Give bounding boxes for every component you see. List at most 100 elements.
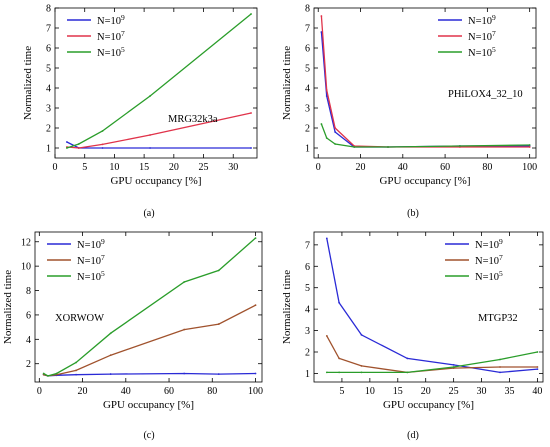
series-line-2 — [320, 123, 530, 148]
y-tick-label: 5 — [305, 64, 310, 75]
x-tick-label: 40 — [398, 162, 408, 173]
x-tick-label: 30 — [228, 162, 238, 173]
data-point — [536, 366, 539, 368]
data-point — [325, 137, 328, 139]
data-point — [77, 147, 80, 149]
legend-label: N=107 — [468, 29, 496, 43]
x-tick-label: 0 — [37, 386, 42, 397]
data-point — [217, 373, 220, 375]
data-point — [499, 371, 501, 374]
chart-panel-2: 0 20 40 60 80 100 2 4 6 8 10 12 GPU occupancy [%] Nor… — [2, 231, 263, 441]
data-point — [406, 357, 409, 360]
x-tick-label: 40 — [532, 386, 542, 397]
data-point — [250, 147, 252, 149]
data-point — [353, 146, 356, 148]
data-point — [320, 15, 323, 17]
data-point — [101, 147, 104, 149]
data-point — [101, 130, 104, 132]
x-tick-label: 40 — [121, 386, 131, 397]
x-axis-label: GPU occupancy [%] — [103, 399, 194, 411]
data-point — [499, 358, 501, 361]
data-point — [325, 371, 328, 374]
data-point — [325, 95, 328, 97]
data-point — [325, 335, 328, 337]
data-point — [360, 333, 363, 336]
series-line-1 — [326, 335, 538, 374]
y-tick-label: 1 — [46, 144, 51, 155]
data-point — [334, 131, 337, 133]
legend-label: N=105 — [97, 45, 125, 59]
chart-panel-0: 0 5 10 15 20 25 30 1 2 3 4 5 6 7 8 GPU occupancy [%] Nor… — [22, 4, 258, 219]
legend-label: N=109 — [97, 13, 125, 27]
data-point — [217, 323, 220, 325]
y-tick-label: 7 — [305, 240, 310, 251]
y-tick-label: 6 — [26, 310, 31, 321]
x-tick-label: 80 — [482, 162, 492, 173]
x-tick-label: 100 — [522, 162, 537, 173]
x-tick-label: 20 — [421, 386, 431, 397]
y-tick-label: 6 — [46, 44, 51, 55]
plot-frame — [54, 7, 258, 159]
y-axis-label: Normalized time — [281, 270, 293, 344]
x-tick-label: 15 — [139, 162, 149, 173]
series-line-1 — [320, 15, 530, 148]
panel-caption: (a) — [143, 208, 154, 219]
x-tick-label: 30 — [477, 386, 487, 397]
data-point — [320, 123, 323, 125]
y-tick-label: 2 — [305, 124, 310, 135]
plot-frame — [313, 231, 544, 383]
series-line-2 — [43, 237, 256, 377]
y-tick-label: 5 — [305, 283, 310, 294]
legend-label: N=107 — [97, 29, 125, 43]
data-point — [109, 373, 112, 375]
x-tick-label: 5 — [82, 162, 87, 173]
y-tick-label: 3 — [46, 104, 51, 115]
y-tick-label: 1 — [305, 369, 310, 380]
data-point — [325, 237, 328, 240]
panel-caption: (c) — [143, 430, 154, 441]
x-axis-label: GPU occupancy [%] — [383, 399, 474, 411]
data-point — [254, 304, 257, 307]
panel-caption: (d) — [407, 430, 419, 441]
data-point — [149, 134, 151, 136]
data-point — [149, 95, 151, 97]
data-point — [149, 147, 151, 149]
x-tick-label: 60 — [440, 162, 450, 173]
y-tick-label: 7 — [46, 24, 51, 35]
panel-caption: (b) — [407, 208, 419, 219]
chart-annotation: PHiLOX4_32_10 — [448, 89, 523, 100]
data-point — [254, 372, 257, 375]
x-axis-label: GPU occupancy [%] — [110, 175, 201, 187]
series-line-2 — [66, 13, 252, 149]
x-tick-label: 35 — [504, 386, 514, 397]
data-point — [75, 361, 77, 364]
data-point — [183, 281, 186, 283]
data-point — [360, 371, 363, 374]
series-line-0 — [326, 238, 538, 374]
data-point — [47, 375, 49, 377]
data-point — [325, 89, 328, 91]
y-tick-label: 2 — [46, 124, 51, 135]
y-tick-label: 12 — [21, 237, 31, 248]
chart-annotation: MTGP32 — [478, 313, 518, 324]
data-point — [109, 354, 112, 357]
data-point — [254, 237, 257, 239]
y-tick-label: 2 — [26, 359, 31, 370]
x-tick-label: 100 — [248, 386, 263, 397]
x-tick-label: 60 — [164, 386, 174, 397]
plot-frame — [313, 7, 537, 159]
data-point — [183, 328, 186, 331]
y-tick-label: 8 — [46, 4, 51, 15]
data-point — [183, 372, 186, 375]
y-tick-label: 2 — [305, 348, 310, 359]
y-tick-label: 4 — [305, 84, 310, 95]
y-tick-label: 4 — [46, 84, 51, 95]
data-point — [42, 372, 45, 375]
data-point — [250, 112, 252, 114]
data-point — [536, 351, 539, 353]
series-line-1 — [66, 112, 252, 149]
data-point — [65, 141, 68, 143]
x-tick-label: 10 — [365, 386, 375, 397]
y-tick-label: 10 — [21, 262, 31, 273]
x-tick-label: 0 — [316, 162, 321, 173]
